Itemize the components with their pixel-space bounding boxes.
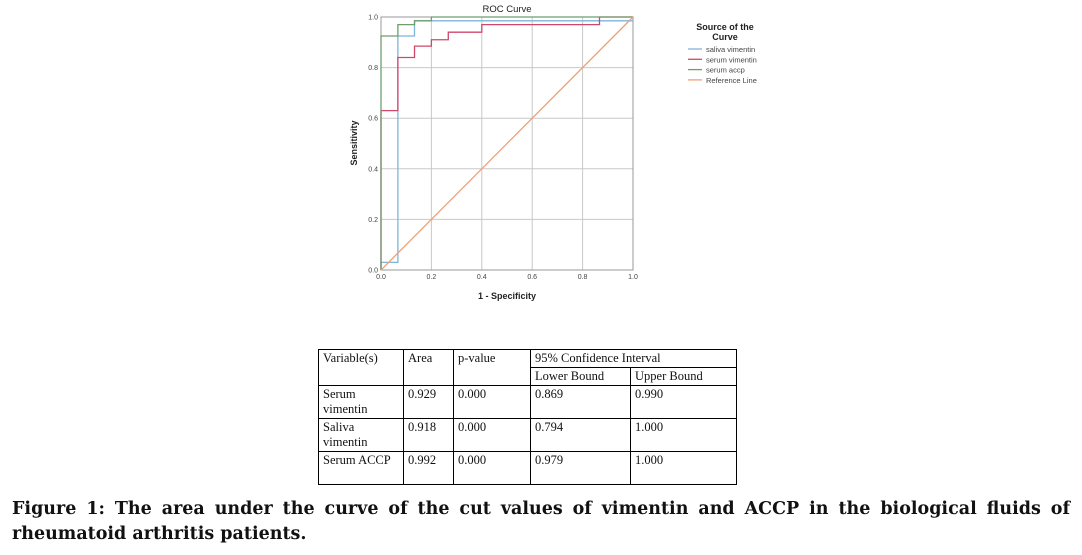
cell: 0.990 [630, 385, 737, 419]
header-upper: Upper Bound [630, 367, 737, 386]
series-line-serum-accp [380, 16, 633, 270]
cell: Serum ACCP [318, 451, 404, 485]
series-line-saliva-vimentin [380, 17, 634, 270]
y-tick-label: 0.0 [368, 268, 378, 275]
cell: 0.869 [530, 385, 631, 419]
table-subheader-row: Lower Bound Upper Bound [319, 367, 737, 386]
table-row: Saliva vimentin 0.918 0.000 0.794 1.000 [318, 418, 737, 452]
header-area: Area [403, 349, 454, 386]
x-tick-label: 0.6 [527, 274, 537, 281]
series-line-reference-line [380, 16, 634, 271]
legend-label: serum vimentin [706, 55, 757, 64]
header-lower: Lower Bound [530, 367, 631, 386]
cell: 1.000 [630, 418, 737, 452]
y-tick-label: 0.6 [368, 116, 378, 123]
roc-chart: 0.0 0.2 0.4 0.6 0.8 1.0 0.0 0.2 0.4 0.6 0.8 1.0 ROC … [349, 4, 757, 301]
x-tick-label: 0.4 [477, 274, 487, 281]
cell: 0.918 [403, 418, 454, 452]
cell: Serum vimentin [318, 385, 404, 419]
cell: Saliva vimentin [318, 418, 404, 452]
x-tick-label: 0.0 [376, 274, 386, 281]
chart-title: ROC Curve [482, 4, 531, 15]
cell: 0.794 [530, 418, 631, 452]
y-tick-label: 1.0 [368, 15, 378, 22]
legend-label: saliva vimentin [706, 45, 755, 54]
auc-table: Variable(s) Area p-value 95% Confidence … [318, 349, 737, 485]
cell: 0.992 [403, 451, 454, 485]
y-axis-label: Sensitivity [349, 120, 359, 165]
legend-title-line1: Source of the [696, 22, 754, 32]
legend-title-line2: Curve [712, 32, 738, 42]
cell: 1.000 [630, 451, 737, 485]
figure-caption: Figure 1: The area under the curve of th… [12, 499, 1070, 544]
header-ci: 95% Confidence Interval [530, 349, 737, 368]
header-pvalue: p-value [453, 349, 531, 386]
series-line-serum-vimentin [380, 16, 633, 270]
legend-label: serum accp [706, 66, 745, 75]
y-tick-label: 0.2 [368, 217, 378, 224]
table-header-row: Variable(s) Area p-value 95% Confidence … [318, 349, 737, 386]
y-tick-label: 0.8 [368, 65, 378, 72]
cell: 0.929 [403, 385, 454, 419]
x-axis-label: 1 - Specificity [478, 291, 536, 301]
legend-label: Reference Line [706, 76, 757, 85]
cell: 0.000 [453, 385, 531, 419]
table-row: Serum vimentin 0.929 0.000 0.869 0.990 [318, 385, 737, 419]
y-tick-label: 0.4 [368, 166, 378, 173]
x-tick-label: 0.2 [427, 274, 437, 281]
header-variable: Variable(s) [318, 349, 404, 386]
x-tick-label: 0.8 [578, 274, 588, 281]
x-tick-label: 1.0 [628, 274, 638, 281]
table-row: Serum ACCP 0.992 0.000 0.979 1.000 [318, 451, 737, 485]
cell: 0.000 [453, 451, 531, 485]
cell: 0.000 [453, 418, 531, 452]
cell: 0.979 [530, 451, 631, 485]
